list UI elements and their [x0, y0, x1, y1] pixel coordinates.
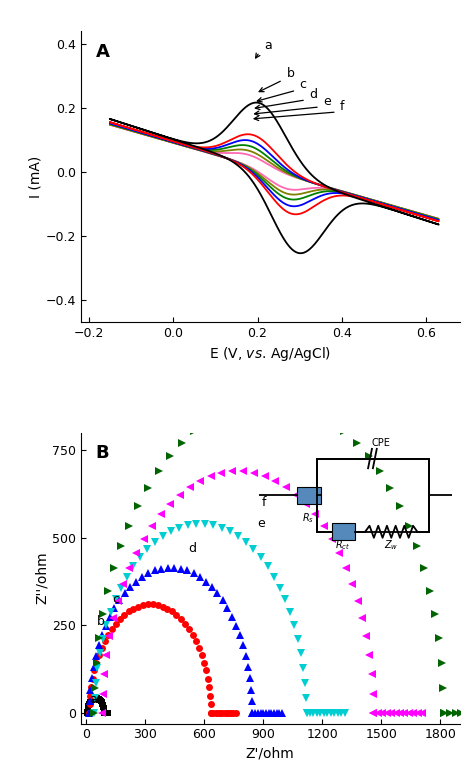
Text: a: a [90, 692, 97, 706]
Text: c: c [300, 78, 307, 91]
Y-axis label: Z''/ohm: Z''/ohm [35, 552, 49, 605]
Text: d: d [309, 88, 317, 100]
Text: d: d [189, 541, 197, 555]
Text: A: A [96, 43, 109, 61]
Text: b: b [97, 615, 105, 629]
Text: f: f [261, 496, 266, 510]
X-axis label: Z'/ohm: Z'/ohm [246, 747, 294, 761]
Text: c: c [112, 593, 119, 605]
Text: f: f [340, 100, 344, 113]
Text: a: a [264, 39, 272, 51]
Text: b: b [287, 68, 295, 80]
Text: e: e [323, 95, 330, 107]
Text: e: e [257, 517, 265, 531]
Y-axis label: I (mA): I (mA) [28, 156, 43, 198]
Text: B: B [96, 444, 109, 462]
X-axis label: E (V, $\it{vs}$. Ag/AgCl): E (V, $\it{vs}$. Ag/AgCl) [209, 345, 331, 363]
